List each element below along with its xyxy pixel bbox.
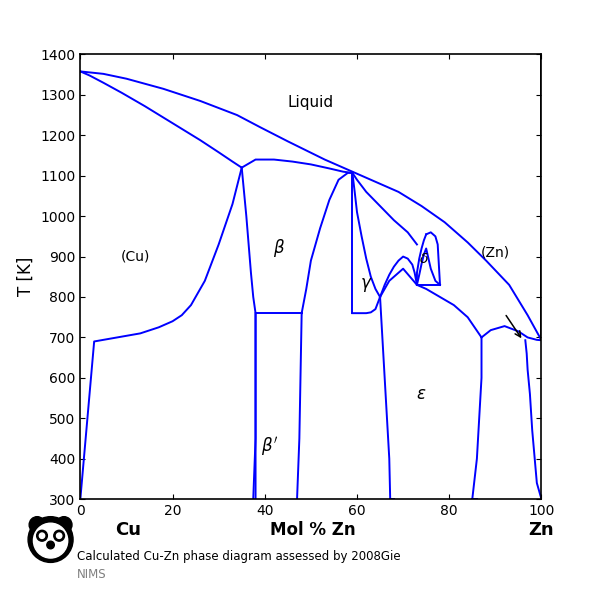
Text: NIMS: NIMS bbox=[77, 567, 107, 581]
Circle shape bbox=[54, 530, 64, 541]
Text: $\varepsilon$: $\varepsilon$ bbox=[416, 385, 427, 403]
Text: Zn: Zn bbox=[528, 522, 555, 540]
Text: (Zn): (Zn) bbox=[481, 246, 510, 260]
Text: $\gamma$: $\gamma$ bbox=[360, 276, 372, 294]
Circle shape bbox=[39, 533, 45, 538]
Y-axis label: T [K]: T [K] bbox=[17, 257, 35, 296]
Text: Cu: Cu bbox=[115, 522, 141, 540]
Circle shape bbox=[47, 541, 54, 549]
Text: Liquid: Liquid bbox=[288, 96, 334, 111]
Text: Mol % Zn: Mol % Zn bbox=[270, 522, 355, 540]
Text: $\beta'$: $\beta'$ bbox=[261, 435, 278, 458]
Circle shape bbox=[28, 517, 73, 563]
Text: Calculated Cu-Zn phase diagram assessed by 2008Gie: Calculated Cu-Zn phase diagram assessed … bbox=[77, 549, 401, 563]
Text: (Cu): (Cu) bbox=[121, 250, 151, 264]
Circle shape bbox=[29, 517, 45, 533]
Circle shape bbox=[57, 533, 62, 538]
Circle shape bbox=[56, 517, 72, 533]
Circle shape bbox=[33, 523, 68, 558]
Text: $\beta$: $\beta$ bbox=[273, 238, 284, 260]
Text: $\delta$: $\delta$ bbox=[419, 252, 429, 266]
Circle shape bbox=[37, 530, 48, 541]
